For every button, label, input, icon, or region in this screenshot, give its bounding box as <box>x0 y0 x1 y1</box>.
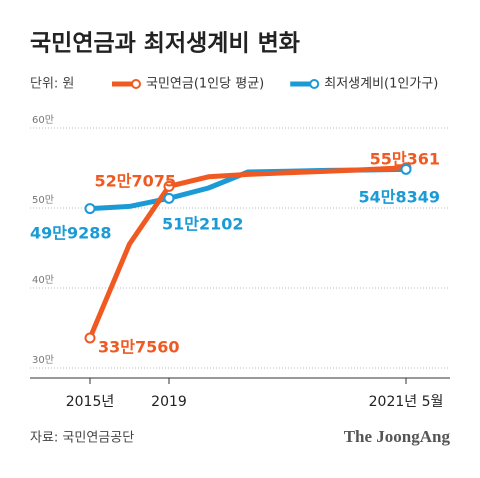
series-line <box>87 165 407 339</box>
point-marker <box>84 332 96 344</box>
data-label: 51만2102 <box>162 215 244 234</box>
legend-marker <box>131 79 141 89</box>
data-label: 49만9288 <box>30 224 112 243</box>
y-tick-label: 60만 <box>32 114 54 126</box>
data-label: 33만7560 <box>98 338 180 357</box>
chart-title: 국민연금과 최저생계비 변화 <box>30 31 300 57</box>
point-marker <box>163 180 175 192</box>
point-marker <box>400 163 412 175</box>
source: 자료: 국민연금공단 <box>30 431 134 446</box>
point-marker <box>84 203 96 215</box>
legend-marker <box>309 79 320 89</box>
x-tick-label: 2021년 5월 <box>369 394 444 410</box>
legend-label: 최저생계비(1인가구) <box>324 77 438 92</box>
legend-label: 국민연금(1인당 평균) <box>146 77 264 92</box>
x-tick-label: 2015년 <box>66 394 115 410</box>
y-tick-label: 30만 <box>32 354 54 366</box>
brand: The JoongAng <box>344 427 451 446</box>
data-label: 54만8349 <box>358 188 440 207</box>
y-tick-label: 50만 <box>32 194 54 206</box>
y-tick-label: 40만 <box>32 274 54 286</box>
point-marker <box>163 192 175 204</box>
unit-label: 단위: 원 <box>30 77 74 92</box>
data-label: 55만361 <box>370 150 440 169</box>
data-label: 52만7075 <box>94 172 176 191</box>
x-tick-label: 2019 <box>151 394 187 410</box>
